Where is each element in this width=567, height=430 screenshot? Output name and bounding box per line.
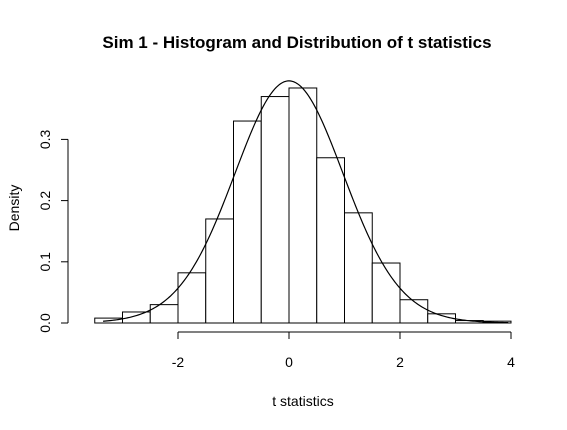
- x-axis: -2 0 2 4: [172, 331, 515, 370]
- histogram-bar: [288, 87, 318, 324]
- y-tick-label: 0.3: [37, 129, 53, 149]
- x-tick-label: 4: [507, 354, 515, 370]
- y-axis-label: Density: [6, 185, 22, 232]
- x-axis-label: t statistics: [272, 393, 333, 409]
- density-curve: [103, 80, 509, 324]
- y-tick-label: 0.0: [37, 313, 53, 333]
- histogram-bar: [177, 272, 207, 324]
- histogram-bars: [94, 87, 512, 324]
- histogram-bar: [233, 120, 262, 324]
- y-tick-label: 0.1: [37, 252, 53, 272]
- y-axis: 0.0 0.1 0.2 0.3: [37, 129, 69, 333]
- chart-title: Sim 1 - Histogram and Distribution of t …: [102, 33, 491, 52]
- x-tick-label: -2: [172, 354, 185, 370]
- histogram-bar: [371, 262, 401, 324]
- histogram-bar: [316, 157, 345, 324]
- histogram-bar: [344, 212, 373, 324]
- histogram-bar: [260, 96, 290, 324]
- x-tick-label: 2: [396, 354, 404, 370]
- y-tick-label: 0.2: [37, 191, 53, 211]
- x-tick-label: 0: [285, 354, 293, 370]
- histogram-bar: [205, 218, 234, 324]
- histogram-bar: [399, 299, 429, 324]
